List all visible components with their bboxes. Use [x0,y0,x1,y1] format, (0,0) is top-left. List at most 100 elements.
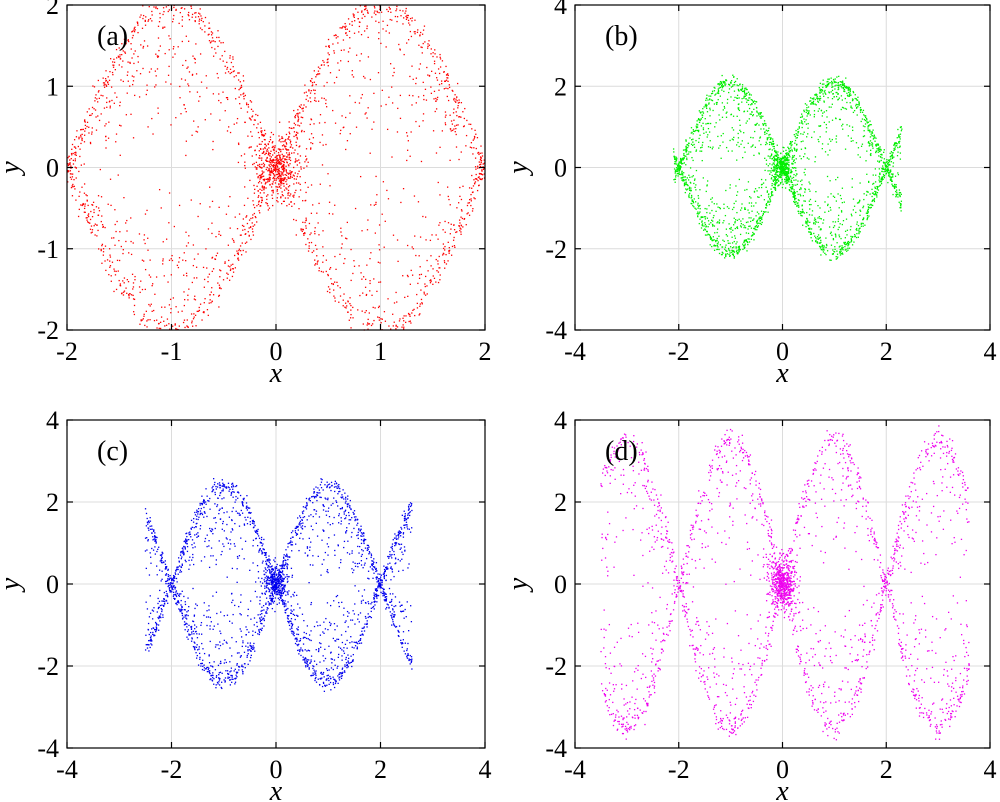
data-point [273,166,275,169]
data-point [259,192,262,194]
data-point [275,163,277,165]
data-point [369,257,371,260]
data-point [867,211,869,213]
data-point [768,193,770,195]
data-point [137,24,139,26]
data-point [294,172,296,174]
data-point [299,183,301,186]
data-point [478,153,480,156]
data-point [159,17,161,19]
data-point [421,46,423,49]
data-point [890,170,892,173]
x-tick-label: -1 [161,337,183,366]
data-point [829,206,831,209]
data-point [217,77,219,79]
data-point [767,165,769,167]
data-point [379,8,381,10]
data-point [787,180,789,182]
data-point [825,123,827,126]
data-point [419,305,421,307]
data-point [785,176,788,178]
data-point [185,272,188,275]
data-point [409,75,411,78]
data-point [346,34,348,37]
data-point [689,181,692,184]
data-point [780,160,783,162]
data-point [165,238,168,240]
data-point [420,298,423,301]
data-point [343,293,345,295]
data-point [254,166,256,168]
data-point [183,103,185,106]
data-point [80,136,82,138]
data-point [820,88,823,91]
data-point [807,113,809,115]
data-point [738,119,741,121]
data-point [96,98,98,100]
data-point [288,152,290,154]
data-point [82,202,84,205]
data-point [888,164,890,166]
data-point [272,192,274,194]
data-point [779,157,781,159]
data-point [683,183,686,186]
data-point [769,157,771,159]
data-point [107,81,109,83]
data-point [728,253,730,256]
data-point [886,159,888,161]
data-point [246,222,249,225]
data-point [861,143,864,145]
data-point [887,162,889,164]
data-point [195,130,197,133]
data-point [702,177,704,179]
data-point [733,206,735,209]
data-point [430,92,433,94]
data-point [770,192,773,194]
data-point [791,158,793,160]
data-point [868,207,870,209]
data-point [379,5,381,7]
data-point [782,146,784,149]
data-point [97,248,100,250]
data-point [852,90,854,93]
data-point [198,18,201,20]
data-point [268,152,270,154]
data-point [883,171,885,173]
data-point [747,103,750,106]
data-point [709,109,711,111]
data-point [132,242,134,244]
data-point [154,86,156,88]
data-point [361,10,363,12]
data-point [91,231,93,233]
data-point [402,328,405,330]
data-point [409,315,411,317]
data-point [869,193,871,195]
data-point [237,79,240,81]
data-point [821,89,824,92]
data-point [295,189,297,192]
data-point [281,163,283,165]
data-point [276,188,279,191]
data-point [183,274,185,276]
data-point [401,326,403,328]
data-point [74,160,76,162]
data-point [814,218,817,221]
data-point [72,159,75,162]
data-point [100,94,102,97]
data-point [300,168,302,170]
data-point [149,276,152,278]
data-point [705,103,707,105]
data-point [245,103,248,106]
data-point [454,100,456,102]
data-point [317,260,319,262]
data-point [87,215,90,218]
data-point [141,259,144,261]
data-point [144,324,146,327]
data-point [760,186,763,189]
data-point [480,145,482,147]
data-point [790,170,792,172]
data-point [753,239,755,241]
data-point [836,253,839,255]
data-point [178,261,180,263]
data-point [297,113,299,115]
